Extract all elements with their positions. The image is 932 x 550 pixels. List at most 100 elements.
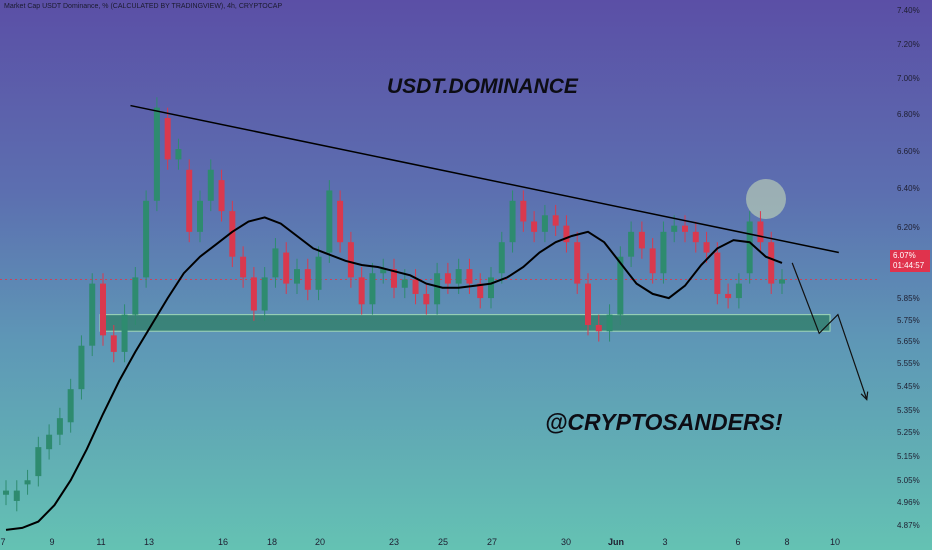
x-axis: 7 9 11 13 16 18 20 23 25 27 30 Jun 3 6 8 10	[0, 537, 840, 547]
y-tick-label: 6.20%	[897, 223, 920, 232]
y-tick-label: 6.40%	[897, 184, 920, 193]
x-tick-label: 3	[662, 537, 667, 547]
x-tick-label: 30	[561, 537, 571, 547]
current-price-badge: 6.07% 01:44:57	[890, 250, 930, 272]
x-tick-label: 18	[267, 537, 277, 547]
candle-body	[725, 293, 732, 299]
y-tick-label: 6.80%	[897, 110, 920, 119]
chart-annotation-title: USDT.DOMINANCE	[387, 75, 578, 98]
candle-body	[56, 418, 63, 435]
candle-body	[768, 242, 775, 284]
candle-body	[175, 149, 182, 160]
candle-body	[455, 269, 462, 284]
author-handle: @CRYPTOSANDERS!	[545, 409, 783, 435]
y-tick-label: 5.05%	[897, 476, 920, 485]
candle-body	[283, 252, 290, 284]
candle-body	[315, 256, 322, 290]
y-tick-label: 4.96%	[897, 498, 920, 507]
candle-body	[412, 279, 419, 294]
candle-body	[779, 279, 785, 284]
moving-average-line	[5, 216, 783, 531]
candle-body	[541, 215, 548, 232]
y-axis: 7.40% 7.20% 7.00% 6.80% 6.60% 6.40% 6.20% 5.85%…	[897, 6, 920, 530]
x-tick-label: 27	[487, 537, 497, 547]
x-tick-label: 11	[96, 537, 105, 547]
projection-path	[791, 262, 868, 400]
candle-body	[67, 389, 74, 423]
candle-body	[89, 283, 96, 346]
x-tick-label: Jun	[608, 537, 624, 547]
y-tick-label: 7.00%	[897, 74, 920, 83]
candle-body	[24, 480, 31, 485]
candle-body	[488, 277, 494, 299]
candle-body	[337, 200, 344, 243]
candle-body	[649, 248, 656, 274]
candle-body	[423, 293, 430, 305]
candles-layer	[3, 97, 785, 512]
candle-body	[132, 277, 139, 315]
highlight-circle	[746, 179, 786, 219]
lines-layer	[5, 104, 869, 531]
candle-body	[434, 273, 441, 305]
y-tick-label: 5.45%	[897, 382, 920, 391]
candle-body	[100, 283, 106, 336]
current-price-value: 6.07%	[893, 251, 916, 260]
candle-body	[617, 256, 624, 315]
candle-body	[574, 242, 581, 284]
candle-body	[78, 345, 85, 390]
candle-body	[477, 283, 484, 299]
candle-body	[369, 273, 376, 305]
candle-body	[401, 279, 408, 288]
x-tick-label: 7	[0, 537, 5, 547]
candle-body	[358, 277, 365, 305]
candle-body	[250, 277, 257, 311]
y-tick-label: 4.87%	[897, 521, 920, 530]
x-tick-label: 10	[830, 537, 840, 547]
x-tick-label: 8	[784, 537, 789, 547]
candle-body	[692, 231, 699, 243]
support-zone	[99, 314, 831, 332]
candle-body	[563, 225, 570, 243]
candle-body	[585, 283, 591, 325]
candle-body	[703, 242, 710, 253]
y-tick-label: 5.85%	[897, 294, 920, 303]
candle-body	[660, 231, 667, 274]
y-tick-label: 6.60%	[897, 147, 920, 156]
candle-body	[391, 269, 397, 288]
candle-body	[218, 180, 225, 212]
candle-body	[347, 242, 354, 278]
candle-body	[164, 117, 171, 160]
x-tick-label: 25	[438, 537, 448, 547]
candle-body	[444, 273, 451, 284]
candle-body	[466, 269, 473, 284]
x-tick-label: 23	[389, 537, 399, 547]
candle-body	[110, 335, 117, 352]
y-tick-label: 5.35%	[897, 406, 920, 415]
candle-body	[272, 248, 279, 278]
candle-body	[757, 221, 764, 243]
candle-body	[143, 200, 150, 278]
candle-body	[595, 324, 602, 332]
candle-body	[3, 490, 9, 495]
candle-body	[682, 225, 688, 232]
x-tick-label: 9	[49, 537, 54, 547]
candle-body	[121, 314, 128, 352]
candle-body	[153, 107, 160, 201]
candle-body	[746, 221, 753, 274]
candle-body	[380, 269, 387, 274]
y-tick-label: 5.15%	[897, 452, 920, 461]
candle-body	[531, 221, 538, 232]
candle-body	[628, 231, 635, 257]
candle-body	[326, 190, 333, 253]
y-tick-label: 5.75%	[897, 316, 920, 325]
y-tick-label: 5.55%	[897, 359, 920, 368]
candle-body	[552, 215, 559, 226]
candle-body	[606, 314, 613, 332]
y-tick-label: 5.25%	[897, 428, 920, 437]
candle-body	[35, 447, 42, 477]
candle-body	[186, 169, 193, 232]
candle-body	[520, 200, 527, 222]
